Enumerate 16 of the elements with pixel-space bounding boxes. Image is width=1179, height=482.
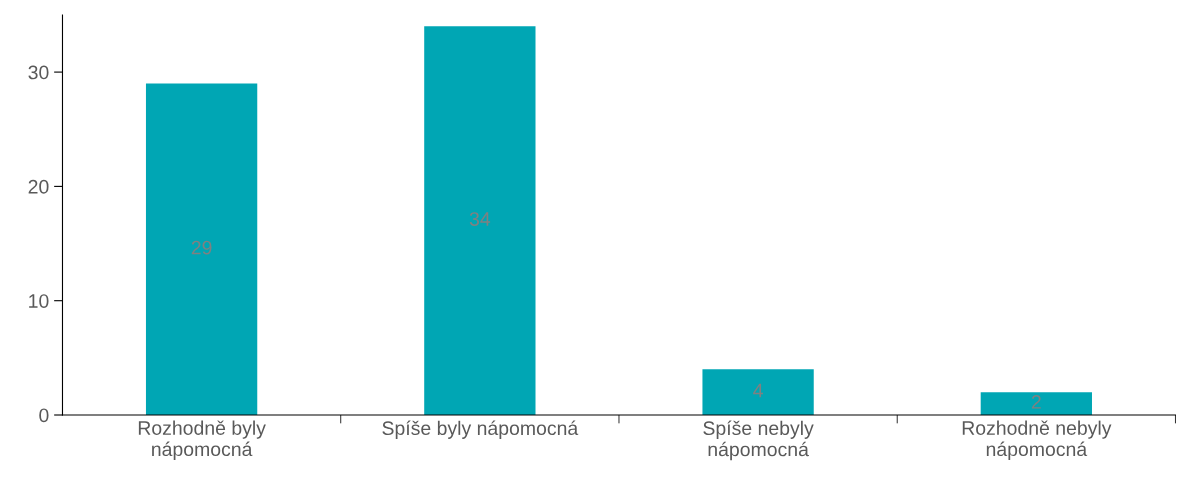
bar [702,369,814,415]
y-tick-label: 30 [28,65,49,80]
bar [145,83,258,415]
bar [980,392,1092,415]
bar [424,26,536,415]
x-tick-label: Rozhodně nebyly nápomocná [962,420,1112,460]
x-tick-label: Spíše byly nápomocná [382,420,579,439]
y-tick-label: 10 [29,294,49,308]
data-label: 2 [1031,395,1041,409]
data-label: 34 [469,212,491,226]
y-tick-label: 0 [39,408,49,423]
x-tick-label: Spíše nebyly nápomocná [703,420,814,461]
x-tick-label: Rozhodně byly nápomocná [138,420,266,460]
data-label: 29 [191,240,212,255]
y-tick-label: 20 [28,179,49,194]
data-label: 4 [753,383,763,398]
